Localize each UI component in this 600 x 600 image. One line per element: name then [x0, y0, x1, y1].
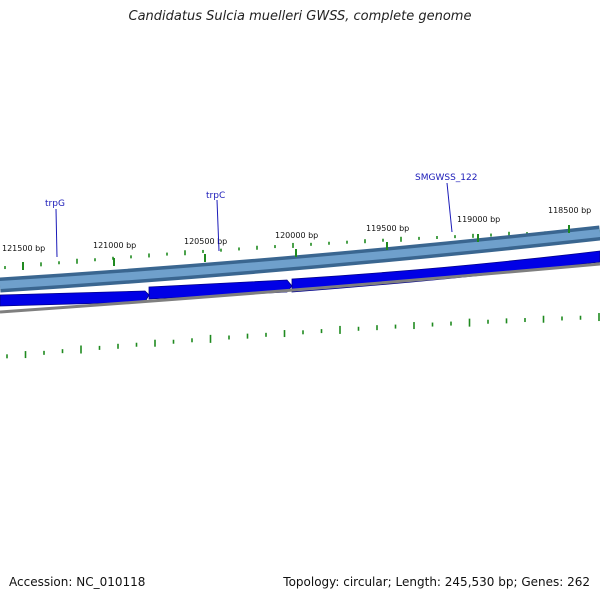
position-label: 120500 bp [184, 237, 227, 246]
genome-summary-text: Topology: circular; Length: 245,530 bp; … [283, 575, 590, 589]
position-label: 119500 bp [366, 224, 409, 233]
accession-text: Accession: NC_010118 [9, 575, 146, 589]
position-ticks [22, 225, 570, 270]
position-label: 119000 bp [457, 215, 500, 224]
label-leader [55, 208, 58, 258]
position-labels: 121500 bp 121000 bp 120500 bp 120000 bp … [2, 206, 591, 253]
label-leader [446, 182, 453, 233]
gene-label-SMGWSS_122: SMGWSS_122 [415, 173, 477, 183]
genome-line [0, 262, 600, 314]
label-leader [216, 199, 220, 252]
gc-marks-lower [6, 313, 600, 359]
gene-arrow [0, 290, 150, 307]
gene-labels: trpG trpC SMGWSS_122 [45, 173, 477, 258]
gene-label-trpC: trpC [206, 191, 225, 201]
position-label: 121000 bp [93, 241, 136, 250]
position-label: 121500 bp [2, 244, 45, 253]
position-label: 120000 bp [275, 231, 318, 240]
gene-label-trpG: trpG [45, 199, 65, 209]
backbone-track-highlight [0, 229, 600, 289]
map-title: Candidatus Sulcia muelleri GWSS, complet… [128, 9, 472, 24]
gene-arrow [291, 250, 600, 293]
position-label: 118500 bp [548, 206, 591, 215]
gene-arrows [0, 250, 600, 307]
